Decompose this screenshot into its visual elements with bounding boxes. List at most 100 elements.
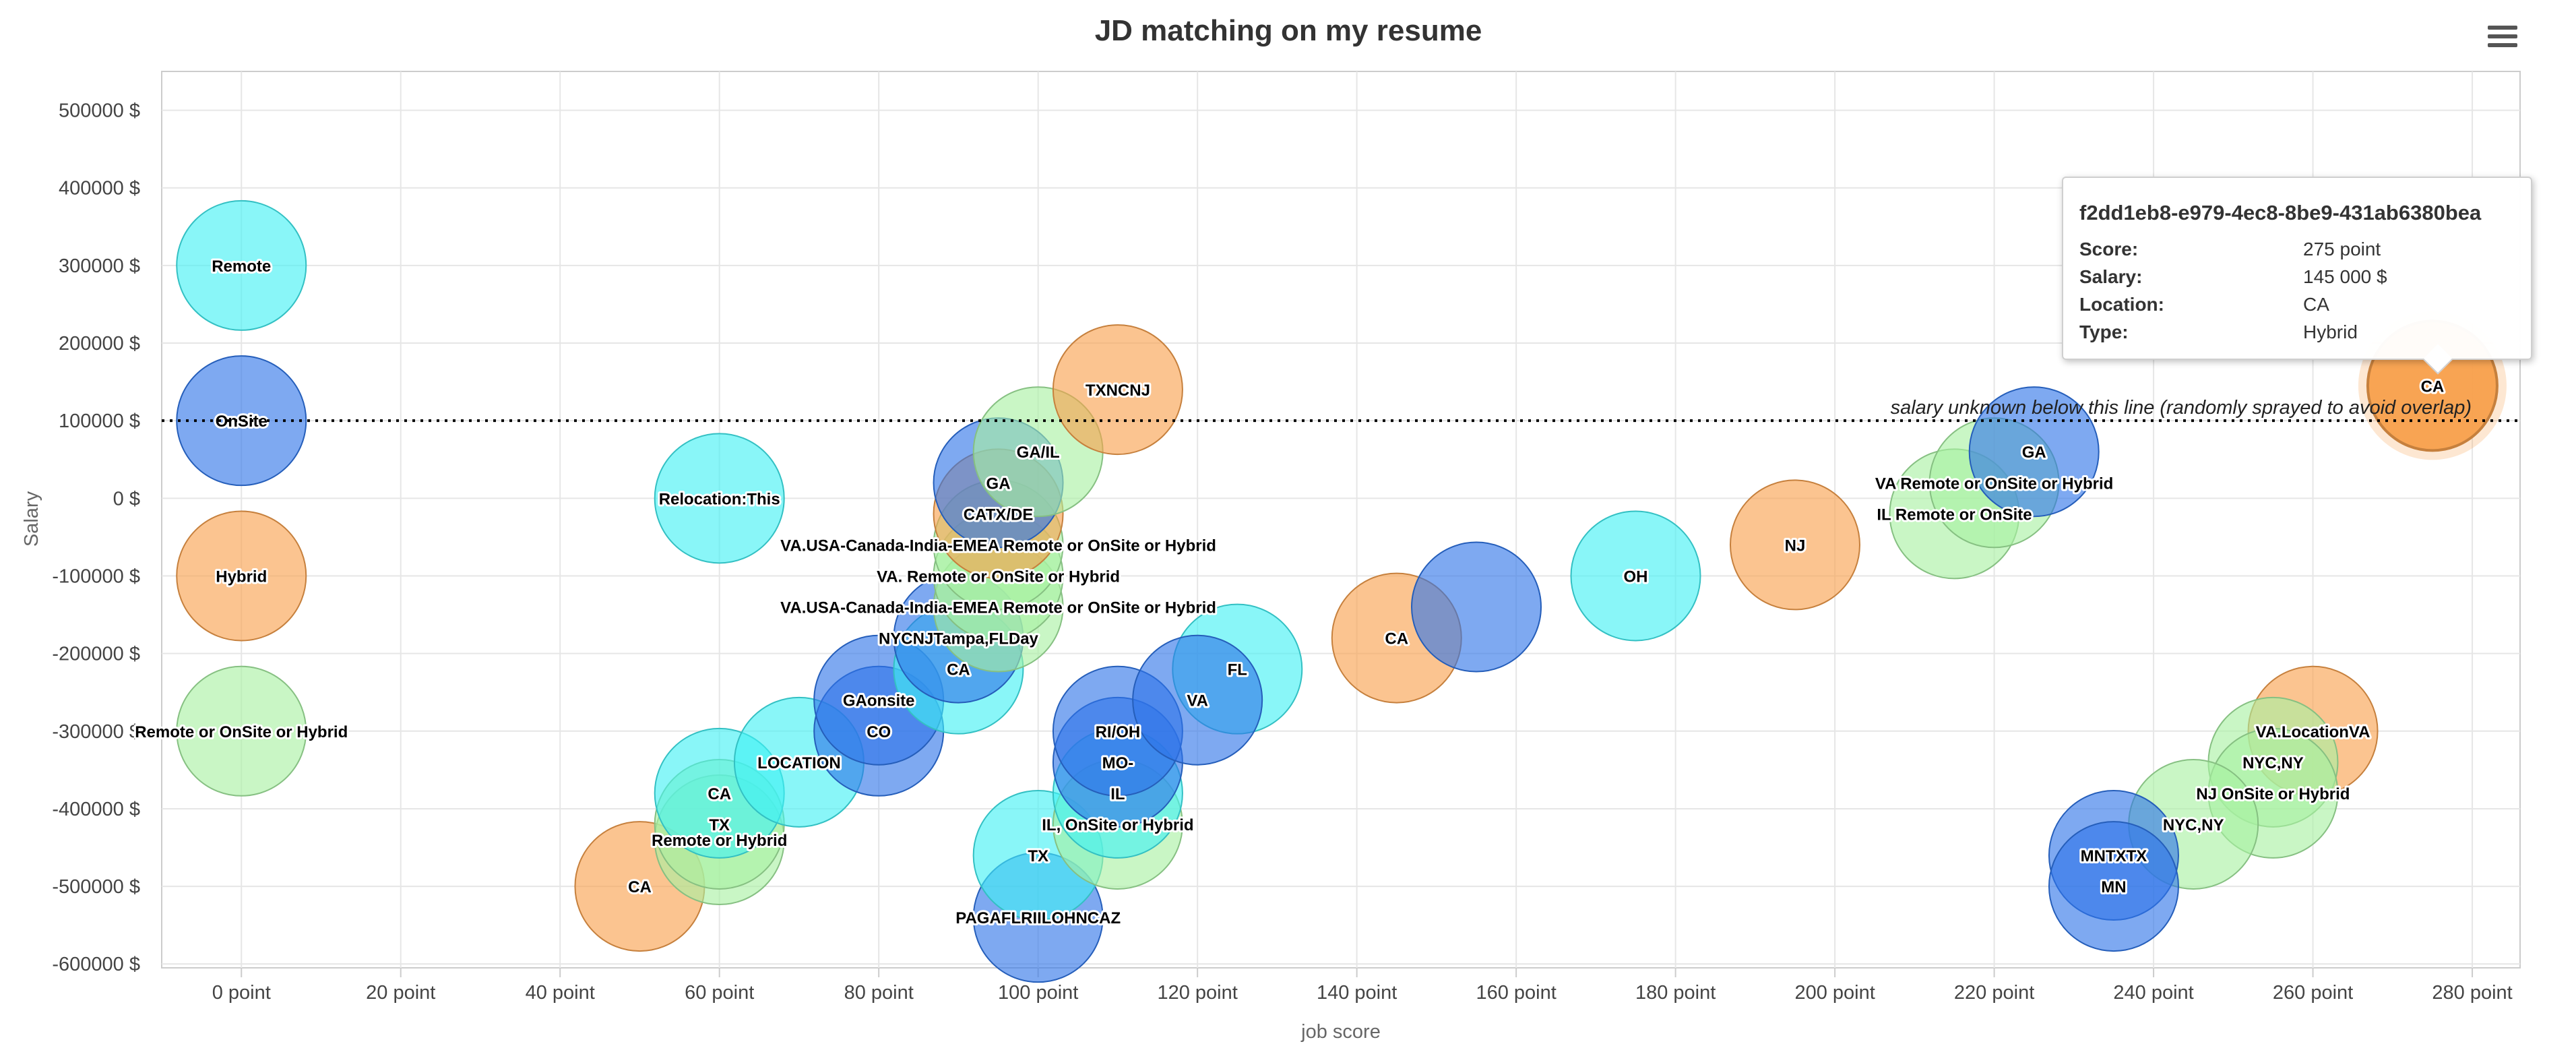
bubble-label: Hybrid: [216, 567, 267, 586]
x-tick-label: 80 point: [844, 982, 914, 1004]
x-axis-title: job score: [1300, 1021, 1381, 1043]
x-tick-label: 100 point: [998, 982, 1078, 1004]
bubble-label: IL: [1110, 785, 1125, 803]
x-tick-label: 260 point: [2273, 982, 2353, 1004]
bubble-point[interactable]: [1729, 479, 1860, 611]
bubble-point[interactable]: [176, 199, 307, 331]
y-tick-label: 500000 $: [59, 100, 140, 122]
bubble-label: GA: [2022, 443, 2046, 462]
bubble-label: TX: [1028, 847, 1048, 865]
bubble-label: VA.USA-Canada-India-EMEA Remote or OnSit…: [780, 599, 1216, 617]
bubble-label: VA Remote or OnSite or Hybrid: [1875, 474, 2113, 493]
bubble-label: OH: [1624, 567, 1648, 586]
bubble-label: GA/IL: [1017, 443, 1060, 462]
bubble-label: NJ OnSite or Hybrid: [2196, 785, 2350, 803]
bubble-label: CA: [2421, 377, 2445, 396]
bubble-point[interactable]: [2048, 821, 2179, 952]
x-axis-ticks: 0 point 20 point 40 point 60 point 80 point 1…: [212, 968, 2513, 1004]
y-tick-label: -500000 $: [52, 876, 140, 898]
tooltip-value: CA: [2303, 294, 2329, 315]
x-tick-label: 60 point: [685, 982, 754, 1004]
bubble-label: Remote: [212, 257, 271, 276]
bubble-label: CATX/DE: [964, 505, 1034, 524]
y-tick-label: 100000 $: [59, 410, 140, 432]
tooltip-value: 275 point: [2303, 239, 2381, 259]
tooltip-value: Hybrid: [2303, 321, 2358, 342]
x-tick-label: 40 point: [526, 982, 595, 1004]
bubble-label: VA.LocationVA: [2256, 723, 2370, 741]
tooltip-key: Score:: [2079, 239, 2139, 259]
bubble-label: PAGAFLRIILOHNCAZ: [955, 909, 1121, 927]
tooltip-value: 145 000 $: [2303, 266, 2387, 287]
bubble-label: VA. Remote or OnSite or Hybrid: [877, 567, 1120, 586]
bubble-label: NJ: [1785, 536, 1806, 555]
y-tick-label: -600000 $: [52, 954, 140, 975]
x-tick-label: 20 point: [366, 982, 435, 1004]
tooltip-row-location: Location: CA: [2079, 294, 2515, 321]
x-tick-label: 180 point: [1635, 982, 1716, 1004]
bubbles: [176, 199, 2507, 983]
x-tick-label: 0 point: [212, 982, 271, 1004]
threshold-note: salary unknown below this line (randomly…: [1891, 397, 2472, 419]
chart-title: JD matching on my resume: [1095, 14, 1482, 47]
tooltip-row-type: Type: Hybrid: [2079, 321, 2515, 349]
bubble-label: Remote or OnSite or Hybrid: [135, 723, 348, 741]
x-tick-label: 140 point: [1317, 982, 1397, 1004]
bubble-label: IL, OnSite or Hybrid: [1042, 816, 1193, 834]
bubble-label: CA: [1385, 630, 1408, 648]
bubble-point[interactable]: [176, 665, 307, 797]
tooltip-key: Salary:: [2079, 266, 2143, 287]
bubble-label: CO: [867, 723, 891, 741]
y-tick-label: 300000 $: [59, 255, 140, 277]
bubble-label: GA: [986, 474, 1011, 493]
bubble-point[interactable]: [1132, 634, 1263, 766]
y-tick-label: 0 $: [113, 488, 140, 510]
tooltip: f2dd1eb8-e979-4ec8-8be9-431ab6380bea Sco…: [2062, 177, 2532, 375]
bubble-label: TXNCNJ: [1086, 381, 1150, 400]
x-tick-label: 280 point: [2432, 982, 2512, 1004]
x-tick-label: 200 point: [1794, 982, 1875, 1004]
bubble-label: GAonsite: [843, 692, 915, 710]
bubble-point[interactable]: [1968, 386, 2100, 518]
bubble-label: NYCNJTampa,FLDay: [879, 630, 1039, 648]
bubble-point[interactable]: [1411, 541, 1542, 673]
x-tick-label: 240 point: [2113, 982, 2193, 1004]
y-axis-ticks: 500000 $ 400000 $ 300000 $ 200000 $ 100000 $…: [52, 100, 140, 976]
hamburger-menu-icon[interactable]: [2486, 26, 2519, 55]
x-tick-label: 120 point: [1157, 982, 1237, 1004]
y-tick-label: -300000 $: [52, 721, 140, 743]
plot-frame: [161, 71, 2521, 969]
bubble-label: IL Remote or OnSite: [1877, 505, 2032, 524]
bubble-label: RI/OH: [1096, 723, 1141, 741]
y-axis-title: Salary: [21, 491, 42, 547]
bubble-label: VA: [1187, 692, 1208, 710]
bubble-label: FL: [1228, 661, 1247, 679]
bubble-point[interactable]: [654, 433, 785, 564]
y-tick-label: 200000 $: [59, 333, 140, 355]
bubble-label: VA.USA-Canada-India-EMEA Remote or OnSit…: [780, 536, 1216, 555]
bubble-label: CA: [628, 878, 652, 896]
bubble-label: LOCATION: [757, 754, 841, 772]
tooltip-row-score: Score: 275 point: [2079, 239, 2515, 266]
bubble-label: MO-: [1102, 754, 1134, 772]
tooltip-key: Location:: [2079, 294, 2164, 315]
bubble-label: Relocation:This: [659, 490, 780, 508]
bubble-label: CA: [947, 661, 970, 679]
x-tick-label: 160 point: [1476, 982, 1556, 1004]
tooltip-title: f2dd1eb8-e979-4ec8-8be9-431ab6380bea: [2079, 201, 2482, 224]
bubble-point[interactable]: [1570, 510, 1701, 642]
bubble-point[interactable]: [176, 355, 307, 487]
bubble-label: MN: [2101, 878, 2126, 896]
bubble-label: NYC,NY: [2163, 816, 2224, 834]
bubble-point[interactable]: [176, 510, 307, 642]
bubble-label: TX: [709, 816, 730, 834]
bubble-label: NYC,NY: [2242, 754, 2304, 772]
tooltip-key: Type:: [2079, 321, 2129, 342]
bubble-label: MNTXTX: [2081, 847, 2147, 865]
y-tick-label: -200000 $: [52, 644, 140, 665]
bubble-label: CA: [708, 785, 731, 803]
x-tick-label: 220 point: [1954, 982, 2034, 1004]
y-tick-label: -400000 $: [52, 799, 140, 820]
